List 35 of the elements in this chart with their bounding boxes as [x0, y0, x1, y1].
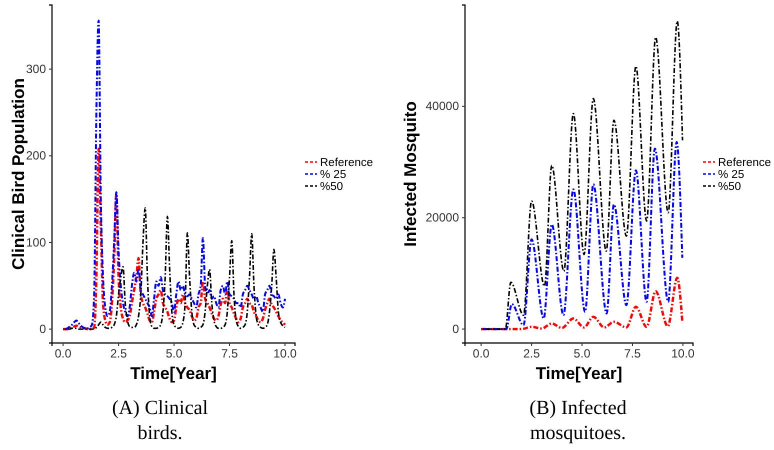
y-tick-label: 20000 — [426, 210, 460, 225]
x-axis-title: Time[Year] — [536, 364, 622, 383]
x-tick-label: 5.0 — [166, 346, 183, 361]
y-axis-title: Infected Mosquito — [400, 101, 420, 247]
legend-label: Reference — [320, 157, 374, 170]
text: (A) Clinical birds. — [112, 397, 208, 444]
x-tick-label: 0.0 — [54, 346, 72, 361]
x-tick-label: 5.0 — [574, 346, 591, 361]
legend-label: %50 — [718, 181, 742, 194]
line-series — [480, 140, 684, 330]
x-tick-label: 7.5 — [624, 346, 642, 361]
legend-label: % 25 — [718, 169, 744, 182]
line-series — [480, 20, 684, 330]
y-tick-label: 200 — [26, 148, 46, 163]
x-tick-label: 2.5 — [523, 346, 540, 361]
x-tick-label: 2.5 — [110, 346, 128, 361]
line-series — [62, 207, 286, 330]
line-series — [62, 148, 286, 330]
y-axis-title: Clinical Bird Population — [8, 78, 28, 270]
legend-label: Reference — [718, 157, 772, 170]
line-series — [62, 20, 286, 330]
x-tick-label: 0.0 — [472, 346, 490, 361]
y-tick-label: 0 — [39, 322, 46, 336]
text: (B) Infected mosquitoes. — [529, 397, 627, 444]
x-tick-label: 10.0 — [671, 346, 695, 361]
y-tick-label: 300 — [26, 62, 46, 76]
legend-label: %50 — [320, 181, 344, 194]
legend-label: % 25 — [320, 169, 346, 182]
x-axis-title: Time[Year] — [130, 364, 217, 383]
line-series — [480, 276, 684, 330]
y-tick-label: 40000 — [426, 99, 460, 114]
x-tick-label: 7.5 — [221, 346, 238, 361]
y-tick-label: 100 — [26, 235, 46, 250]
x-tick-label: 10.0 — [273, 346, 298, 361]
y-tick-label: 0 — [452, 322, 460, 336]
